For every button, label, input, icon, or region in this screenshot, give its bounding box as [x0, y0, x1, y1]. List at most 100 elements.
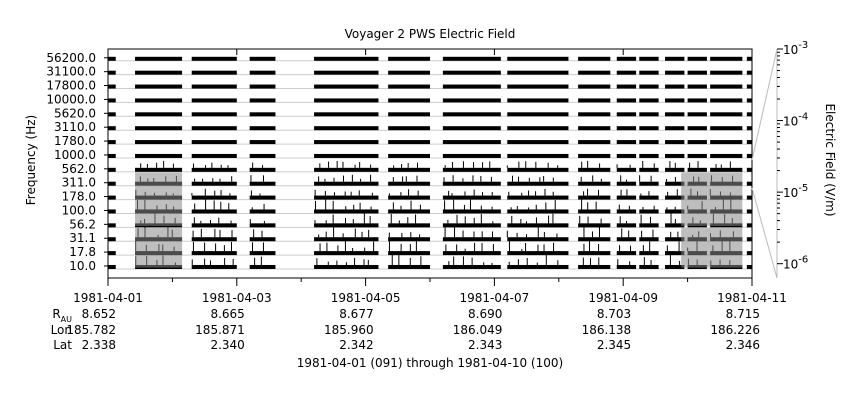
band-segment [578, 153, 611, 158]
x-tick-labels: 1981-04-01 1981-04-03 1981-04-05 1981-04-07… [73, 49, 787, 305]
band-segment [639, 112, 659, 117]
band-segment [442, 237, 501, 242]
colorbar-tick-exponent: -3 [798, 40, 808, 51]
band-segment [314, 264, 379, 269]
band-segment [108, 237, 116, 242]
band-segment [665, 84, 685, 89]
band-segment [314, 153, 379, 158]
band-segment [507, 84, 569, 89]
band-segment [191, 56, 237, 61]
band-segment [388, 56, 430, 61]
band-segment [249, 126, 276, 131]
band-segment [665, 153, 685, 158]
band-segment [616, 126, 637, 131]
y-tick-label: 178.0 [62, 190, 96, 204]
band-segment [388, 153, 430, 158]
band-segment [578, 237, 611, 242]
band-segment [616, 251, 637, 256]
colorbar-tick-label: 10-4 [783, 112, 808, 129]
band-segment [191, 140, 237, 145]
colorbar-tick-mantissa: 10 [783, 43, 798, 57]
ephemeris-value: 2.343 [468, 338, 502, 352]
band-segment [314, 56, 379, 61]
band-segment [665, 167, 685, 172]
ephemeris-value: 8.677 [339, 307, 373, 321]
band-segment [710, 56, 743, 61]
band-segment [746, 126, 752, 131]
band-segment [578, 98, 611, 103]
band-segment [249, 167, 276, 172]
ephemeris-row-label-lat: Lat [53, 338, 72, 352]
x-tick-label: 1981-04-07 [460, 291, 530, 305]
y-tick-label: 100.0 [62, 203, 96, 217]
band-segment [191, 251, 237, 256]
y-tick-label: 3110.0 [54, 120, 96, 134]
y-tick-label: 56.2 [69, 217, 96, 231]
band-segment [249, 223, 276, 228]
band-segment [507, 126, 569, 131]
band-segment [746, 223, 752, 228]
band-segment [314, 70, 379, 75]
band-segment [108, 264, 116, 269]
band-segment [687, 140, 707, 145]
band-segment [442, 223, 501, 228]
ephemeris-value: 186.049 [453, 323, 503, 337]
band-segment [746, 98, 752, 103]
band-segment [108, 56, 116, 61]
x-tick-label: 1981-04-09 [588, 291, 658, 305]
y-tick-label: 17.8 [69, 245, 96, 259]
band-segment [442, 167, 501, 172]
band-segment [746, 56, 752, 61]
band-segment [108, 223, 116, 228]
ephemeris-value: 8.690 [468, 307, 502, 321]
band-segment [746, 167, 752, 172]
band-segment [249, 84, 276, 89]
band-segment [442, 112, 501, 117]
band-segment [507, 251, 569, 256]
band-segment [507, 167, 569, 172]
band-segment [578, 167, 611, 172]
band-segment [507, 223, 569, 228]
colorbar-label: Electric Field (V/m) [823, 103, 837, 216]
band-segment [191, 209, 237, 214]
x-tick-label: 1981-04-11 [717, 291, 787, 305]
band-segment [665, 251, 685, 256]
band-segment [578, 209, 611, 214]
band-segment [616, 195, 637, 200]
band-segment [388, 209, 430, 214]
band-segment [442, 126, 501, 131]
band-segment [442, 56, 501, 61]
ephemeris-value: 8.715 [726, 307, 760, 321]
band-segment [639, 237, 659, 242]
band-segment [191, 70, 237, 75]
ephemeris-value: 8.665 [210, 307, 244, 321]
band-segment [710, 112, 743, 117]
colorbar-tick-exponent: -4 [798, 112, 808, 123]
y-tick-label: 5620.0 [54, 106, 96, 120]
band-segment [442, 140, 501, 145]
band-segment [665, 209, 685, 214]
band-segment [507, 56, 569, 61]
band-segment [191, 98, 237, 103]
ephemeris-row-label-lon: Lon [51, 323, 72, 337]
band-segment [616, 98, 637, 103]
band-segment [249, 237, 276, 242]
band-segment [191, 153, 237, 158]
band-segment [616, 112, 637, 117]
band-segment [249, 70, 276, 75]
band-segment [191, 126, 237, 131]
band-segment [191, 181, 237, 186]
y-tick-label: 562.0 [62, 162, 96, 176]
band-segment [746, 84, 752, 89]
ephemeris-value: 186.226 [710, 323, 760, 337]
band-segment [388, 84, 430, 89]
ephemeris-value: 2.345 [597, 338, 631, 352]
band-segment [108, 209, 116, 214]
band-segment [578, 56, 611, 61]
chart-title: Voyager 2 PWS Electric Field [345, 27, 516, 41]
band-segment [108, 126, 116, 131]
band-segment [507, 112, 569, 117]
band-segment [108, 70, 116, 75]
